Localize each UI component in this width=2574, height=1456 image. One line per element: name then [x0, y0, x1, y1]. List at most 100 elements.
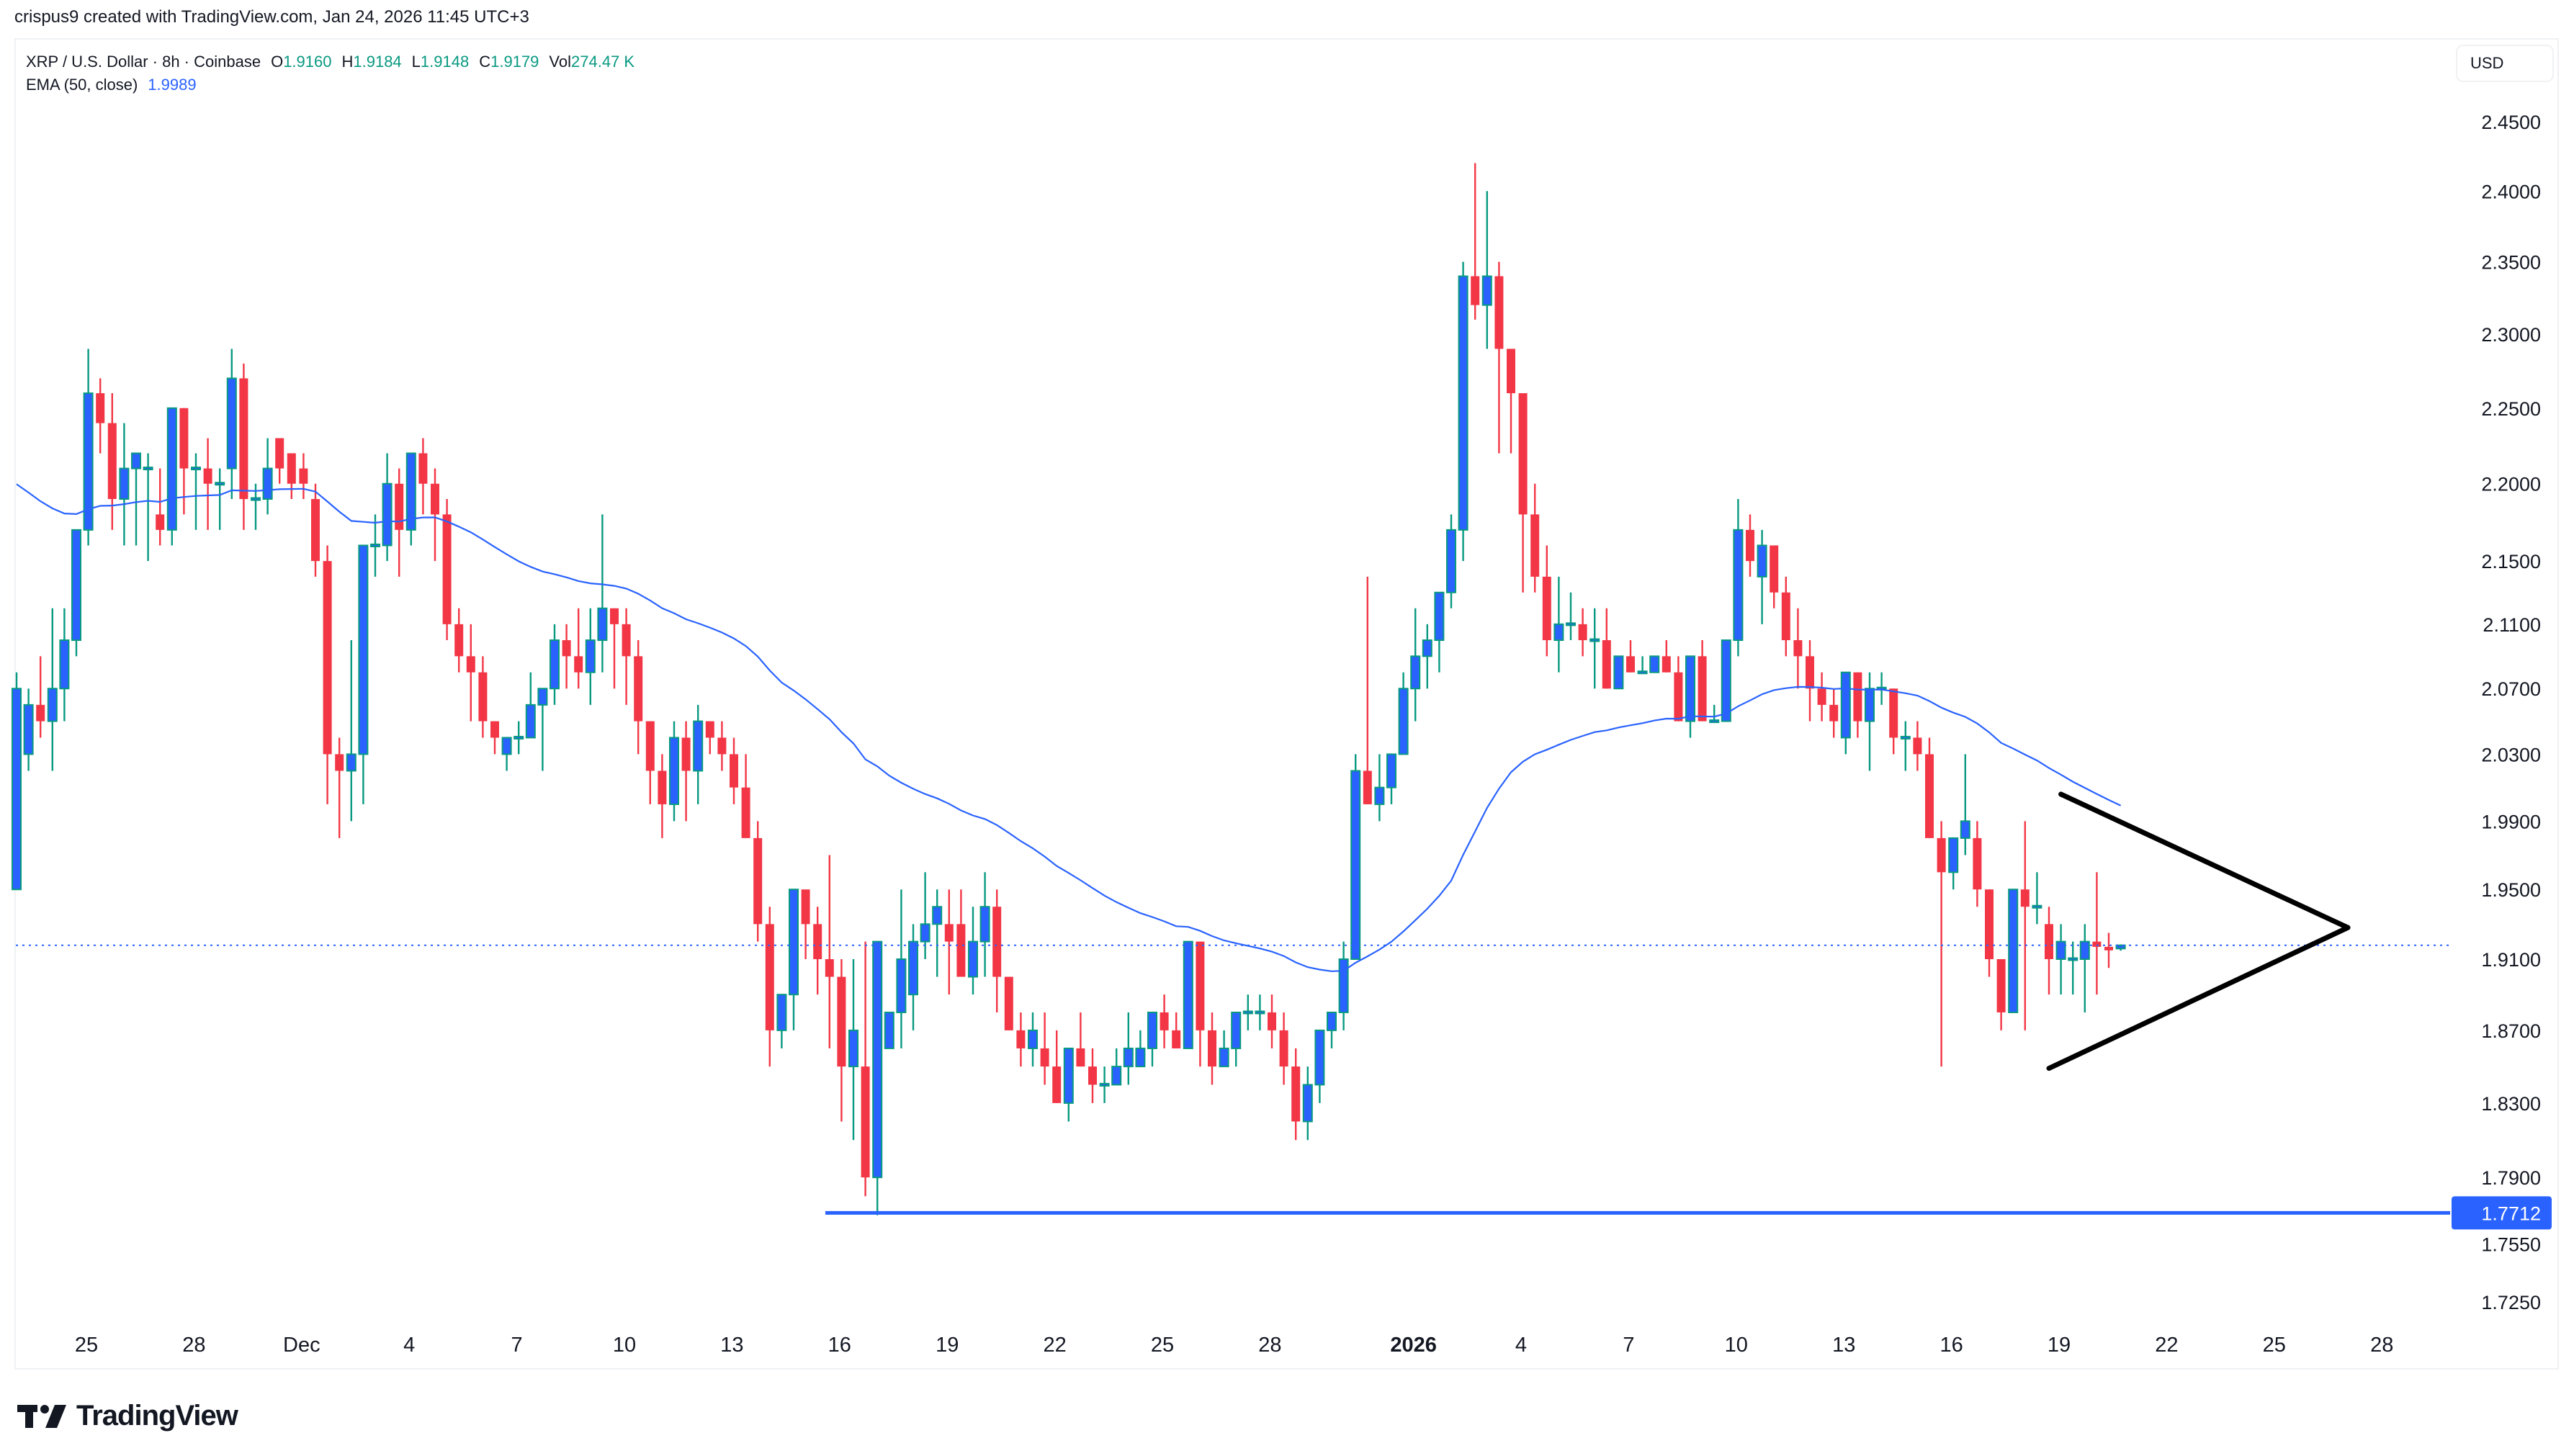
time-axis[interactable]: 25 28 Dec 4 7 10 13 16 19 22 25 28 2026 4 7 10 13 16 19 22 2…: [75, 1334, 2393, 1357]
time-tick-label: 28: [182, 1334, 205, 1357]
candle-down: [1853, 672, 1862, 722]
currency-button[interactable]: USD: [2456, 45, 2554, 82]
candle-up: [776, 994, 787, 1031]
time-tick-label: 10: [1725, 1334, 1748, 1357]
candle-down: [1291, 1066, 1301, 1122]
symbol-title[interactable]: XRP / U.S. Dollar · 8h · Coinbase: [26, 53, 261, 71]
time-tick-label: 28: [2370, 1334, 2393, 1357]
candle-up: [1733, 529, 1744, 642]
candle-down: [837, 976, 846, 1067]
candle-up: [1840, 671, 1851, 739]
candle-down: [610, 608, 619, 624]
chart-panel[interactable]: [14, 38, 2559, 1370]
candle-down: [861, 1066, 870, 1178]
candle-down: [478, 672, 488, 722]
ema-label[interactable]: EMA (50, close): [26, 76, 138, 94]
symmetrical-triangle-drawing[interactable]: [2046, 791, 2351, 1071]
ema-line: [16, 483, 2122, 972]
candle-down: [1770, 545, 1779, 593]
support-price-label: 1.7712: [2452, 1196, 2552, 1230]
price-axis[interactable]: 2.4500 2.4000 2.3500 2.3000 2.2500 2.2000 2.15…: [2481, 112, 2541, 1313]
candle-down: [658, 770, 667, 804]
candle-down: [1889, 688, 1898, 738]
candle-down: [1781, 592, 1790, 641]
candle-down: [1279, 1030, 1288, 1067]
candle-up: [131, 452, 141, 469]
candle-up: [59, 639, 70, 690]
candle-up: [693, 720, 704, 772]
candle-up: [979, 906, 990, 943]
price-tick-label: 1.9500: [2481, 879, 2541, 901]
price-tick-label: 2.1500: [2481, 551, 2541, 572]
time-tick-label: 19: [2048, 1334, 2071, 1357]
candle-down: [1806, 656, 1814, 689]
candle-down: [1088, 1066, 1097, 1085]
candle-down: [1662, 656, 1671, 673]
candle-up: [23, 704, 34, 755]
triangle-upper-trendline[interactable]: [2058, 791, 2351, 930]
price-tick-label: 1.7900: [2481, 1167, 2541, 1189]
candle-down: [490, 721, 499, 738]
time-tick-label: Dec: [283, 1334, 320, 1357]
candle-down: [323, 561, 332, 755]
price-tick-label: 2.2500: [2481, 398, 2541, 420]
candle-up: [1398, 688, 1409, 755]
candle-down: [813, 924, 822, 960]
candle-up: [191, 467, 201, 471]
low-value: 1.9148: [420, 53, 470, 71]
candle-up: [896, 958, 907, 1013]
candle-up: [968, 940, 978, 978]
candle-down: [2020, 889, 2030, 907]
candle-up: [1302, 1084, 1313, 1123]
time-tick-label: 25: [75, 1334, 98, 1357]
candle-up: [1434, 591, 1445, 642]
candle-down: [574, 656, 583, 673]
candle-up: [47, 688, 58, 722]
price-tick-label: 2.0700: [2481, 678, 2541, 700]
price-tick-label: 2.3500: [2481, 252, 2541, 274]
price-tick-label: 1.7550: [2481, 1233, 2541, 1255]
tradingview-logo-icon: [17, 1404, 66, 1428]
candle-up: [370, 543, 380, 547]
candle-down: [36, 704, 45, 722]
candle-up: [166, 407, 177, 531]
time-tick-label: 10: [613, 1334, 636, 1357]
candle-up: [597, 607, 608, 642]
candle-up: [1613, 655, 1624, 690]
candle-down: [1160, 1012, 1169, 1030]
candle-up: [1422, 639, 1432, 657]
candle-up: [1446, 529, 1456, 593]
candle-up: [872, 940, 883, 1179]
candle-up: [346, 753, 356, 772]
candle-up: [2079, 940, 2090, 961]
candle-down: [179, 408, 189, 469]
candle-up: [585, 639, 596, 673]
high-value: 1.9184: [353, 53, 402, 71]
candle-up: [789, 889, 799, 996]
candle-up: [71, 529, 81, 642]
symbol-legend-row: XRP / U.S. Dollar · 8h · Coinbase O1.9160…: [26, 50, 634, 73]
candle-down: [1913, 737, 1922, 755]
candle-down: [1208, 1030, 1216, 1067]
tradingview-logo-text: TradingView: [76, 1400, 238, 1432]
candle-down: [156, 514, 165, 530]
candle-up: [1147, 1011, 1157, 1049]
candle-up: [358, 544, 369, 755]
candle-up: [2055, 940, 2066, 961]
candle-down: [418, 453, 428, 484]
triangle-lower-trendline[interactable]: [2046, 925, 2351, 1071]
candle-down: [1674, 672, 1683, 722]
tradingview-logo[interactable]: TradingView: [17, 1400, 238, 1432]
support-price-value: 1.7712: [2481, 1203, 2541, 1224]
candle-down: [275, 438, 284, 469]
ema-value: 1.9989: [148, 76, 197, 94]
candle-up: [2115, 944, 2126, 950]
candle-up: [143, 467, 153, 471]
candle-down: [992, 907, 1002, 977]
time-tick-label: 25: [2263, 1334, 2286, 1357]
candle-up: [12, 688, 22, 891]
candle-down: [1052, 1066, 1062, 1103]
candle-down: [239, 378, 248, 500]
candle-down: [335, 754, 344, 771]
